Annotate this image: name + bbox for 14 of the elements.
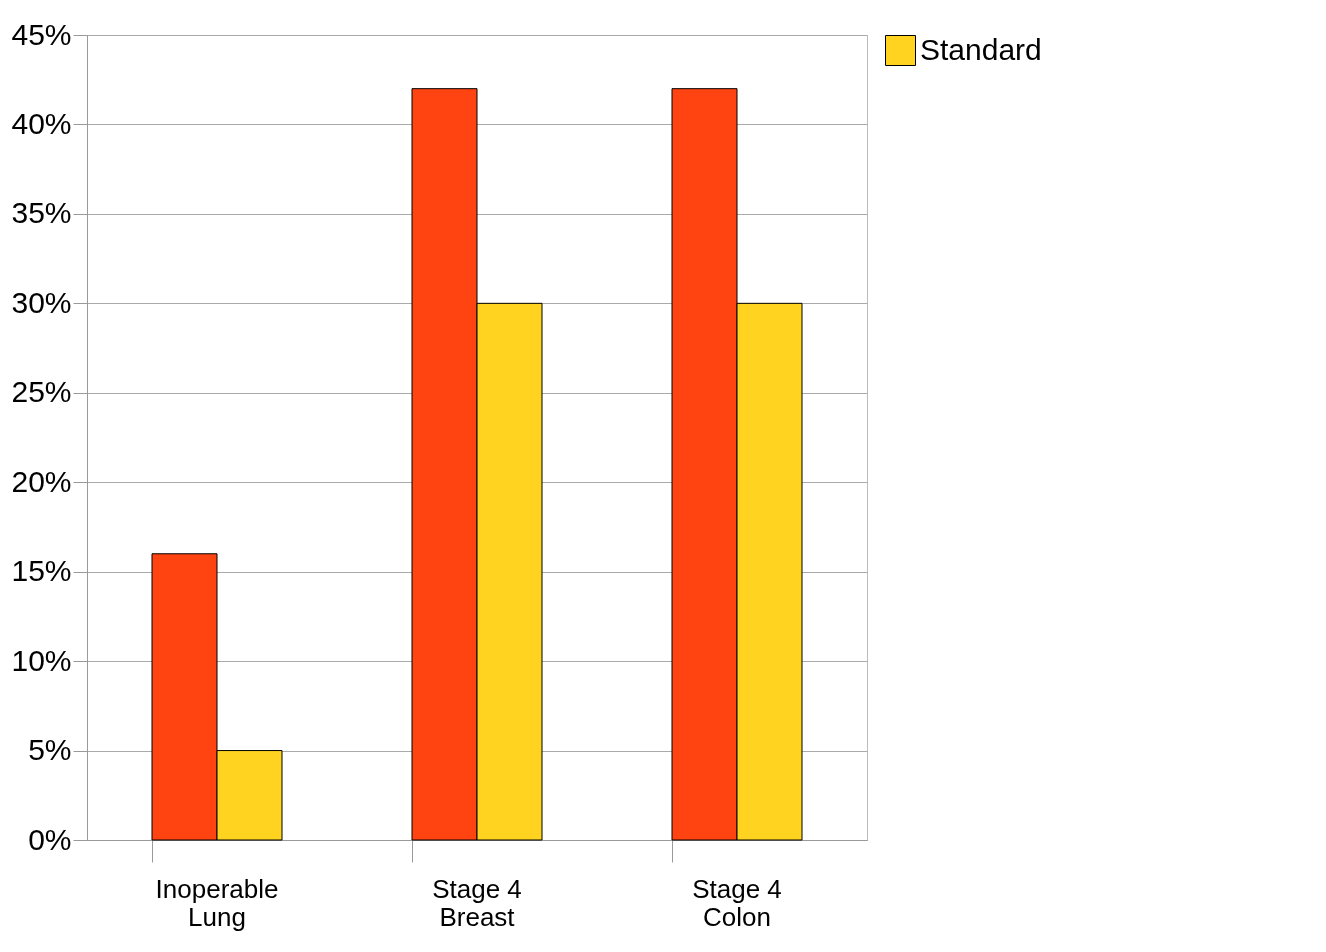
y-tick-label: 10% xyxy=(11,643,72,677)
y-tick-label: 45% xyxy=(11,17,72,51)
y-tick-label: 40% xyxy=(11,106,72,140)
x-tick-label: Stage 4 Colon xyxy=(692,873,782,932)
x-tick-label: Inoperable Lung xyxy=(155,873,279,932)
x-tick-label: Stage 4 Breast xyxy=(432,873,522,932)
y-tick-label: 35% xyxy=(11,196,72,230)
legend-label: Standard xyxy=(920,32,1042,66)
y-tick-label: 5% xyxy=(28,733,72,767)
y-tick-label: 15% xyxy=(11,554,72,588)
y-tick-label: 0% xyxy=(28,822,72,856)
y-tick-label: 25% xyxy=(11,375,72,409)
y-tick-label: 30% xyxy=(11,285,72,319)
y-tick-label: 20% xyxy=(11,464,72,498)
